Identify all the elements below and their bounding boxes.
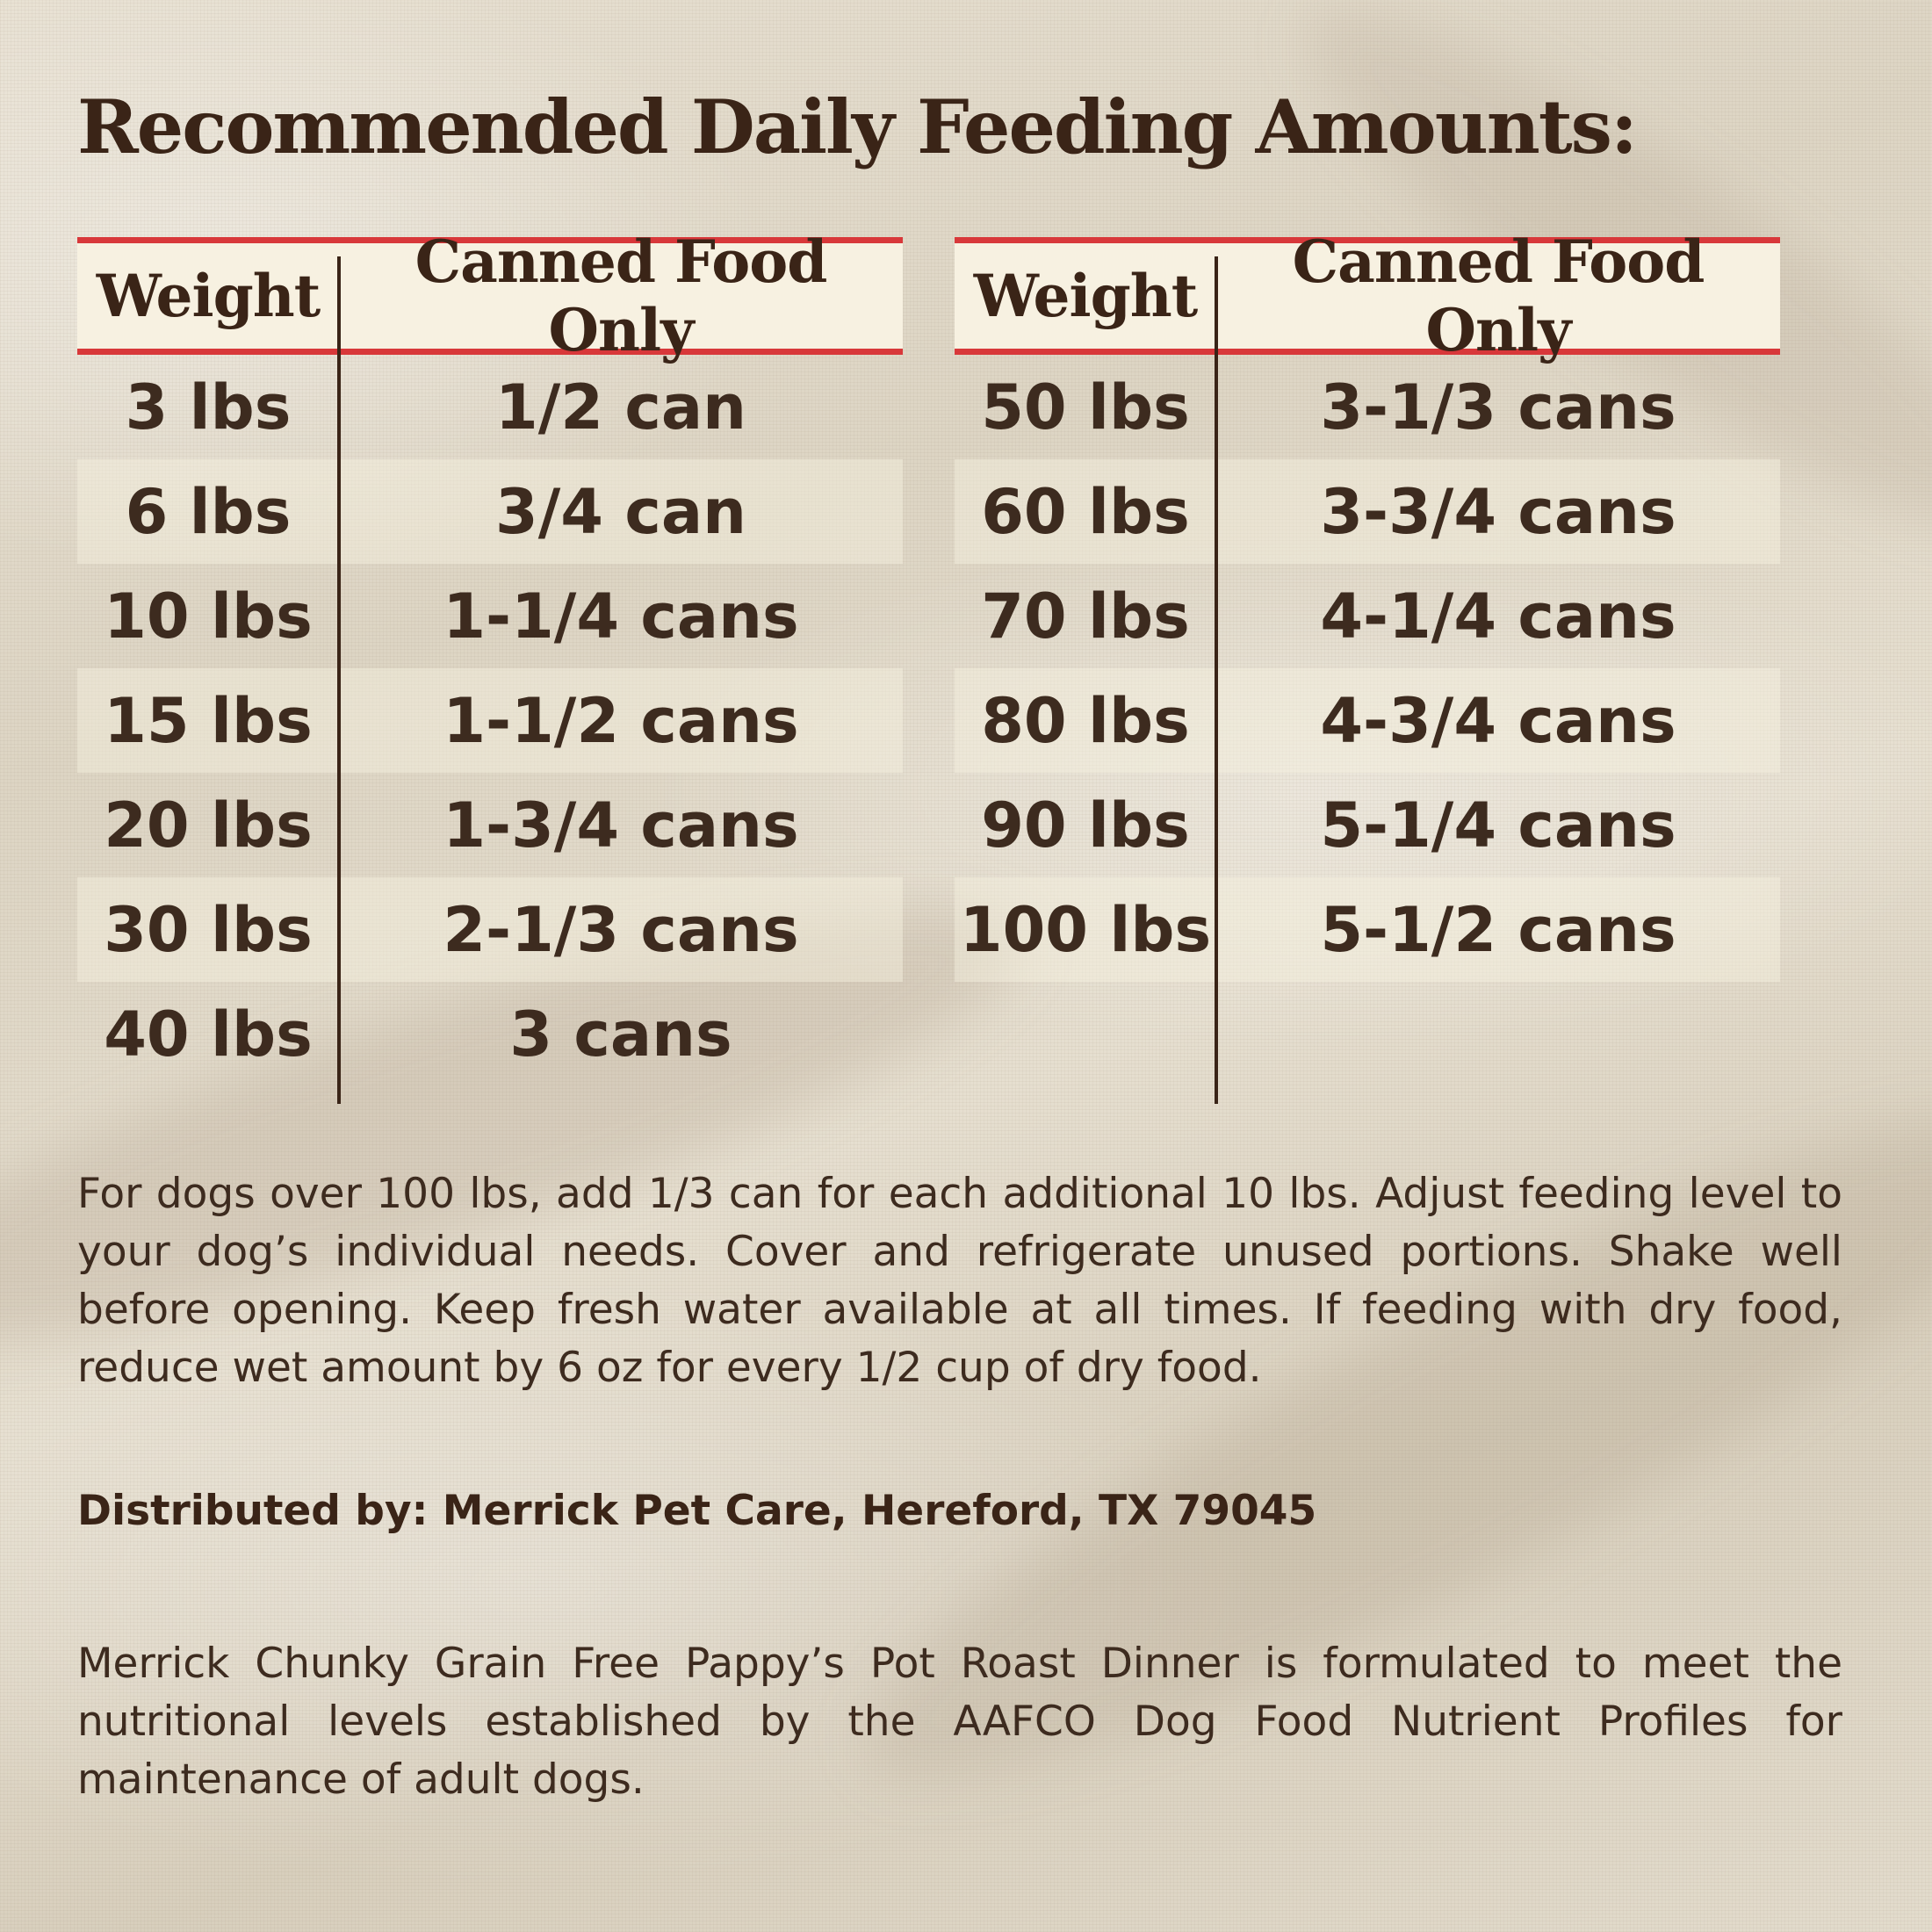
table-row: 100 lbs 5-1/2 cans xyxy=(955,877,1780,982)
table-row: 30 lbs 2-1/3 cans xyxy=(77,877,903,982)
table-row: 20 lbs 1-3/4 cans xyxy=(77,773,903,877)
weight-cell: 15 lbs xyxy=(104,684,313,757)
amount-cell: 5-1/4 cans xyxy=(1320,789,1676,861)
header-weight: Weight xyxy=(96,262,321,330)
column-divider xyxy=(1215,256,1218,1104)
table-row: 60 lbs 3-3/4 cans xyxy=(955,459,1780,564)
amount-cell: 1-1/4 cans xyxy=(443,580,799,652)
table-row: 40 lbs 3 cans xyxy=(77,982,903,1086)
distributor-line: Distributed by: Merrick Pet Care, Herefo… xyxy=(77,1487,1317,1535)
amount-cell: 4-1/4 cans xyxy=(1320,580,1676,652)
table-row: 10 lbs 1-1/4 cans xyxy=(77,564,903,668)
weight-cell: 30 lbs xyxy=(104,893,313,966)
amount-cell: 3 cans xyxy=(509,998,732,1071)
weight-cell: 3 lbs xyxy=(125,371,292,443)
weight-cell: 100 lbs xyxy=(959,893,1212,966)
feeding-instructions: For dogs over 100 lbs, add 1/3 can for e… xyxy=(77,1170,1842,1392)
table-header: Weight Canned Food Only xyxy=(955,227,1780,364)
amount-cell: 1/2 can xyxy=(495,371,746,443)
amount-cell: 3/4 can xyxy=(495,475,746,548)
amount-cell: 4-3/4 cans xyxy=(1320,684,1676,757)
table-row: 6 lbs 3/4 can xyxy=(77,459,903,564)
table-row: 15 lbs 1-1/2 cans xyxy=(77,668,903,773)
table-header: Weight Canned Food Only xyxy=(77,227,903,364)
table-row: 90 lbs 5-1/4 cans xyxy=(955,773,1780,877)
aafco-statement: Merrick Chunky Grain Free Pappy’s Pot Ro… xyxy=(77,1640,1842,1804)
header-canned-food: Canned Food Only xyxy=(415,227,828,364)
feeding-table-left: Weight Canned Food Only 3 lbs 1/2 can 6 … xyxy=(77,227,903,1104)
amount-cell: 1-3/4 cans xyxy=(443,789,799,861)
weight-cell: 80 lbs xyxy=(981,684,1190,757)
amount-cell: 3-3/4 cans xyxy=(1320,475,1676,548)
weight-cell: 6 lbs xyxy=(125,475,292,548)
amount-cell: 5-1/2 cans xyxy=(1320,893,1676,966)
table-row: 3 lbs 1/2 can xyxy=(77,355,903,459)
column-divider xyxy=(337,256,341,1104)
weight-cell: 50 lbs xyxy=(981,371,1190,443)
feeding-table-right: Weight Canned Food Only 50 lbs 3-1/3 can… xyxy=(955,227,1780,1104)
weight-cell: 60 lbs xyxy=(981,475,1190,548)
table-row: 70 lbs 4-1/4 cans xyxy=(955,564,1780,668)
amount-cell: 1-1/2 cans xyxy=(443,684,799,757)
table-row: 50 lbs 3-1/3 cans xyxy=(955,355,1780,459)
weight-cell: 10 lbs xyxy=(104,580,313,652)
page-title: Recommended Daily Feeding Amounts: xyxy=(77,83,1638,170)
header-weight: Weight xyxy=(973,262,1198,330)
weight-cell: 90 lbs xyxy=(981,789,1190,861)
table-row: 80 lbs 4-3/4 cans xyxy=(955,668,1780,773)
weight-cell: 40 lbs xyxy=(104,998,313,1071)
weight-cell: 20 lbs xyxy=(104,789,313,861)
amount-cell: 2-1/3 cans xyxy=(443,893,799,966)
weight-cell: 70 lbs xyxy=(981,580,1190,652)
header-canned-food: Canned Food Only xyxy=(1292,227,1705,364)
amount-cell: 3-1/3 cans xyxy=(1320,371,1676,443)
